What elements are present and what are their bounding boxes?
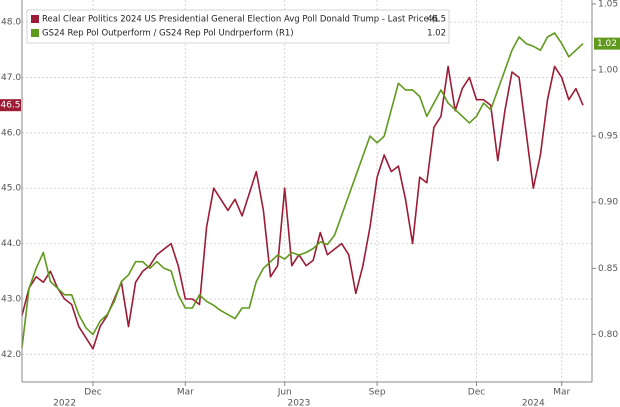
series-line — [21, 32, 584, 348]
y2-tick-label: 0.95 — [598, 132, 618, 142]
y-tick-label: 47.0 — [1, 73, 21, 83]
legend-value: 1.02 — [427, 29, 446, 39]
x-tick-label: Sep — [369, 388, 386, 398]
x-tick-label: Dec — [84, 388, 101, 398]
last-value-box — [0, 99, 21, 112]
legend: Real Clear Politics 2024 US Presidential… — [26, 9, 450, 44]
legend-box — [26, 9, 450, 44]
x-tick-label: Mar — [553, 388, 570, 398]
last-value-label: 1.02 — [597, 39, 617, 49]
last-value-box — [594, 37, 620, 50]
legend-label: GS24 Rep Pol Outperform / GS24 Rep Pol U… — [42, 29, 294, 39]
last-value-label: 46.5 — [0, 101, 20, 111]
y2-tick-label: 0.80 — [598, 330, 618, 340]
y-tick-label: 42.0 — [1, 350, 21, 360]
x-tick-label: Jun — [277, 388, 292, 398]
y-tick-label: 43.0 — [1, 294, 21, 304]
legend-swatch — [31, 29, 39, 37]
x-year-label: 2023 — [287, 399, 310, 407]
legend-label: Real Clear Politics 2024 US Presidential… — [42, 15, 440, 25]
x-year-label: 2022 — [53, 399, 76, 407]
legend-swatch — [31, 15, 39, 23]
y2-tick-label: 1.05 — [598, 0, 618, 9]
x-year-label: 2024 — [522, 399, 545, 407]
legend-value: 46.5 — [427, 15, 446, 25]
x-tick-label: Mar — [177, 388, 194, 398]
y2-tick-label: 0.85 — [598, 264, 618, 274]
y2-tick-label: 0.90 — [598, 198, 618, 208]
y-tick-label: 45.0 — [1, 184, 21, 194]
y-tick-label: 46.0 — [1, 128, 21, 138]
y-tick-label: 44.0 — [1, 239, 21, 249]
x-tick-label: Dec — [468, 388, 485, 398]
y-tick-label: 48.0 — [1, 18, 21, 28]
y2-tick-label: 1.00 — [598, 66, 618, 76]
lines — [21, 32, 584, 350]
